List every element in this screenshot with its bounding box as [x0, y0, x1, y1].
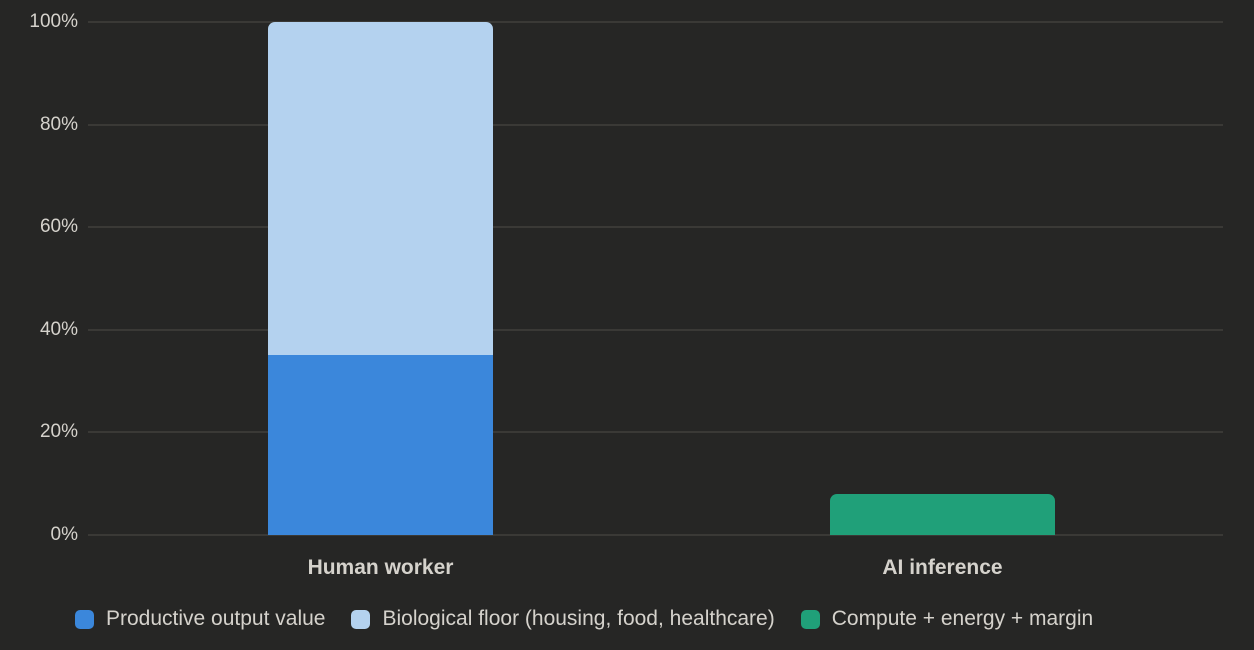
- chart-legend: Productive output value Biological floor …: [75, 607, 1093, 631]
- y-tick-label: 60%: [39, 216, 78, 238]
- bar-segment-compute-energy-margin[interactable]: [830, 493, 1055, 535]
- legend-label: Compute + energy + margin: [831, 607, 1094, 630]
- gridline: [88, 534, 1223, 536]
- legend-swatch-icon: [75, 609, 94, 629]
- bar-segment-productive-output-value[interactable]: [268, 355, 493, 535]
- legend-swatch-icon: [351, 609, 371, 629]
- legend-label: Productive output value: [106, 607, 326, 630]
- y-tick-label: 20%: [39, 421, 78, 443]
- y-tick-label: 80%: [39, 113, 78, 135]
- y-tick-label: 100%: [29, 11, 78, 32]
- y-tick-label: 0%: [50, 524, 78, 545]
- gridline: [88, 328, 1223, 331]
- y-axis: 0% 20% 40% 60% 80% 100%: [0, 11, 78, 545]
- plot-area: [88, 21, 1223, 536]
- bar-ai-inference: [830, 493, 1055, 535]
- bar-segment-biological-floor-housing-food-healthcare[interactable]: [268, 22, 493, 356]
- gridline: [88, 226, 1223, 229]
- x-category-label: AI inference: [882, 556, 1003, 579]
- bar-human-worker: [268, 22, 493, 535]
- legend-swatch-icon: [800, 609, 820, 629]
- gridline: [88, 123, 1223, 126]
- legend-item-compute-energy-margin[interactable]: Compute + energy + margin: [800, 607, 1094, 631]
- gridline: [88, 21, 1223, 23]
- legend-label: Biological floor (housing, food, healthc…: [382, 607, 775, 630]
- x-category-label: Human worker: [307, 556, 454, 579]
- legend-item-biological-floor-housing-food-healthcare[interactable]: Biological floor (housing, food, healthc…: [351, 607, 775, 631]
- gridline: [88, 431, 1223, 434]
- legend-item-productive-output-value[interactable]: Productive output value: [75, 607, 325, 631]
- y-tick-label: 40%: [39, 318, 78, 340]
